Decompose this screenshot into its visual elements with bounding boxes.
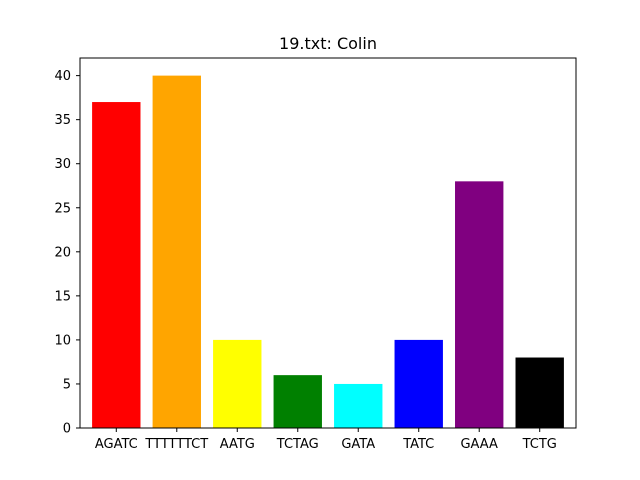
bars-group — [92, 75, 564, 429]
bar-gata — [334, 383, 383, 428]
chart-title: 19.txt: Colin — [279, 34, 377, 53]
y-tick-label: 25 — [54, 201, 71, 216]
bar-ttttttct — [152, 75, 201, 429]
y-tick-label: 5 — [63, 377, 71, 392]
x-axis: AGATC TTTTTTCT AATG TCTAG GATA TATC GAAA TCTG — [95, 428, 557, 452]
y-tick-label: 10 — [54, 333, 71, 348]
y-tick-label: 30 — [54, 157, 71, 172]
y-tick-label: 20 — [54, 245, 71, 260]
bar-gaaa — [455, 181, 504, 428]
x-tick-label: AGATC — [95, 437, 138, 452]
x-tick-label: TCTAG — [276, 437, 319, 452]
bar-agatc — [92, 102, 141, 429]
bar-aatg — [213, 339, 262, 428]
bar-tctag — [273, 375, 322, 428]
x-tick-label: GATA — [341, 437, 375, 452]
bar-tctg — [515, 357, 564, 428]
y-tick-label: 0 — [63, 422, 71, 437]
y-axis: 0 5 10 15 20 25 30 35 40 — [54, 69, 80, 437]
y-tick-label: 15 — [54, 289, 71, 304]
x-tick-label: TCTG — [522, 437, 557, 452]
y-tick-label: 40 — [54, 69, 71, 84]
x-tick-label: TATC — [402, 437, 434, 452]
x-tick-label: AATG — [220, 437, 255, 452]
bar-tatc — [394, 339, 443, 428]
y-tick-label: 35 — [54, 113, 71, 128]
x-tick-label: TTTTTTCT — [144, 437, 208, 452]
plot-frame — [79, 57, 577, 429]
x-tick-label: GAAA — [460, 437, 498, 452]
